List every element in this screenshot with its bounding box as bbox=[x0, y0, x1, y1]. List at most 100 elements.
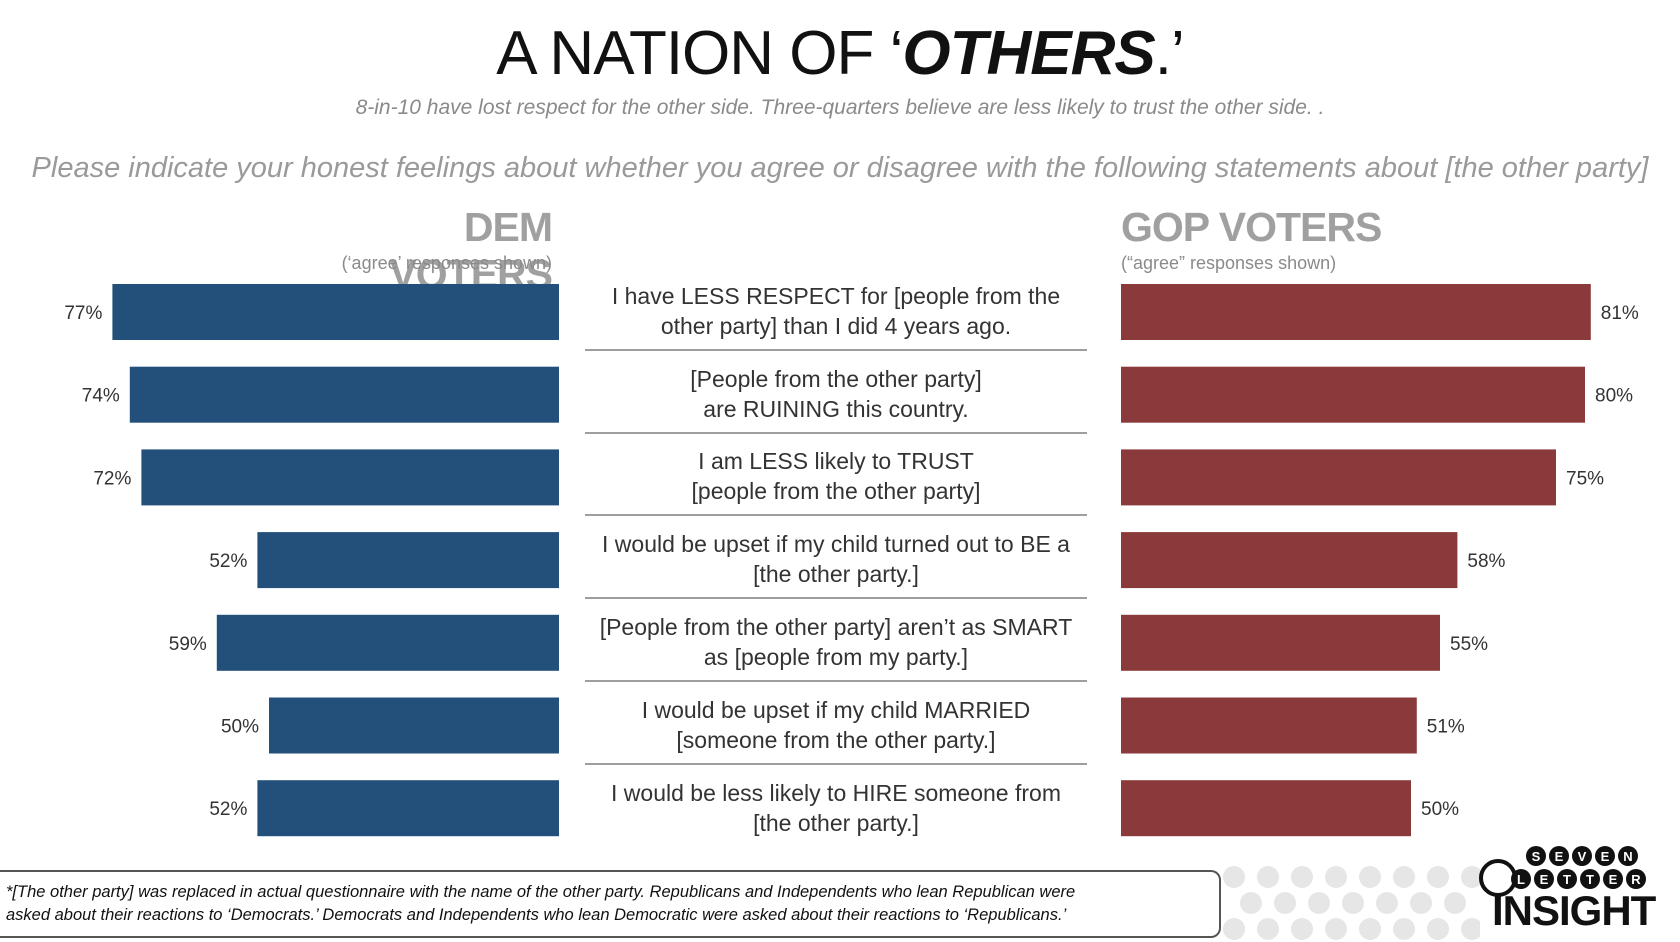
statement-row: I would be upset if my child turned out … bbox=[585, 521, 1087, 600]
decor-dot bbox=[1240, 892, 1262, 914]
gop-bar bbox=[1121, 284, 1591, 340]
logo-letter: E bbox=[1555, 849, 1564, 864]
logo-letter-circle bbox=[1626, 869, 1646, 889]
logo-letter-circle bbox=[1603, 869, 1623, 889]
logo-letter: R bbox=[1631, 872, 1641, 887]
statement-row: I have LESS RESPECT for [people from the… bbox=[585, 273, 1087, 351]
decor-dot bbox=[1223, 918, 1245, 940]
statement-line: other party] than I did 4 years ago. bbox=[660, 313, 1012, 339]
dem-value-label: 74% bbox=[82, 386, 120, 407]
logo-letter-circle bbox=[1534, 869, 1554, 889]
decor-dot bbox=[1291, 866, 1313, 888]
statement-line: [people from the other party] bbox=[691, 478, 981, 505]
statement-line: [People from the other party] aren’t as … bbox=[599, 613, 1073, 640]
statement-line: [the other party.] bbox=[753, 561, 919, 588]
decor-dot bbox=[1427, 918, 1449, 940]
gop-value-label: 81% bbox=[1601, 303, 1639, 324]
gop-bar bbox=[1121, 532, 1458, 589]
survey-question: Please indicate your honest feelings abo… bbox=[31, 152, 1649, 184]
page-title: A NATION OF ‘OTHERS.’ bbox=[0, 18, 1680, 89]
decor-dot bbox=[1393, 866, 1415, 888]
statement-line: I would be less likely to HIRE someone f… bbox=[611, 780, 1061, 807]
logo-letter-circle bbox=[1572, 846, 1592, 866]
bar-chart: 77% 81% 74% 80% 72% 75% 52% 58% 59% 55% 50% 51% 52% 5… bbox=[64, 284, 1639, 837]
gop-bar bbox=[1121, 614, 1440, 671]
statement-row: I would be less likely to HIRE someone f… bbox=[585, 769, 1087, 847]
statement-row: I am LESS likely to TRUST [people from th… bbox=[585, 438, 1087, 517]
dem-value-label: 77% bbox=[64, 303, 102, 324]
statement-row: [People from the other party] aren’t as … bbox=[585, 604, 1087, 682]
logo-letter: E bbox=[1540, 872, 1549, 887]
decor-dot bbox=[1223, 866, 1245, 888]
statement-line: as [people from my party.] bbox=[703, 643, 969, 670]
dem-value-label: 50% bbox=[221, 717, 259, 738]
dem-bar bbox=[129, 366, 560, 423]
dem-value-label: 72% bbox=[93, 468, 131, 489]
dem-bar bbox=[257, 532, 559, 589]
gop-bar bbox=[1121, 366, 1585, 423]
statement-line: I have LESS RESPECT for [people from the bbox=[611, 283, 1061, 309]
subtitle: 8-in-10 have lost respect for the other … bbox=[355, 96, 1325, 119]
dem-value-label: 52% bbox=[209, 551, 247, 572]
gop-value-label: 51% bbox=[1427, 717, 1465, 738]
statement-line: [the other party.] bbox=[753, 810, 919, 837]
logo-letter-circle bbox=[1549, 846, 1569, 866]
dem-bar bbox=[141, 449, 559, 506]
dem-bar bbox=[216, 614, 560, 671]
decor-dot bbox=[1325, 918, 1347, 940]
decor-dot bbox=[1257, 918, 1279, 940]
logo-letter-circle bbox=[1511, 869, 1531, 889]
gop-value-label: 75% bbox=[1566, 468, 1604, 489]
gop-panel-note: (“agree” responses shown) bbox=[1121, 253, 1337, 273]
decor-dot bbox=[1410, 892, 1432, 914]
decorative-dot-pattern bbox=[1223, 866, 1480, 940]
logo-letter: T bbox=[1563, 872, 1571, 887]
logo-letter-circle bbox=[1618, 846, 1638, 866]
logo-wordmark: INSIGHT bbox=[1492, 887, 1656, 934]
gop-bar bbox=[1121, 449, 1556, 506]
decor-dot bbox=[1257, 866, 1279, 888]
statement-row: I would be upset if my child MARRIED [som… bbox=[585, 687, 1087, 765]
statement-line: [People from the other party] bbox=[690, 365, 982, 392]
logo-letter: E bbox=[1609, 872, 1618, 887]
decor-dot bbox=[1461, 866, 1480, 888]
statement-line: I would be upset if my child MARRIED bbox=[641, 696, 1031, 723]
gop-bar bbox=[1121, 697, 1417, 754]
statement-line: are RUINING this country. bbox=[703, 395, 969, 422]
gop-value-label: 80% bbox=[1595, 386, 1633, 407]
dem-value-label: 59% bbox=[169, 634, 207, 655]
gop-value-label: 55% bbox=[1450, 634, 1488, 655]
dem-bar bbox=[257, 780, 559, 837]
gop-bar bbox=[1121, 780, 1411, 837]
logo-letter-circle bbox=[1595, 846, 1615, 866]
footnote-line-1: *[The other party] was replaced in actua… bbox=[6, 883, 1076, 901]
decor-dot bbox=[1427, 866, 1449, 888]
logo-letter: S bbox=[1532, 849, 1541, 864]
title-emphasis: OTHERS bbox=[902, 19, 1155, 88]
gop-value-label: 58% bbox=[1467, 551, 1505, 572]
logo-letter: E bbox=[1601, 849, 1610, 864]
title-main: A NATION OF ‘ bbox=[496, 19, 903, 88]
seven-letter-insight-logo: S E V E NL E T T E R bbox=[1479, 846, 1646, 897]
logo-letter-circle bbox=[1580, 869, 1600, 889]
decor-dot bbox=[1325, 866, 1347, 888]
statement-line: I would be upset if my child turned out … bbox=[602, 531, 1070, 558]
decor-dot bbox=[1376, 892, 1398, 914]
decor-dot bbox=[1342, 892, 1364, 914]
logo-letter: L bbox=[1517, 872, 1525, 887]
footnote: *[The other party] was replaced in actua… bbox=[0, 870, 1221, 938]
decor-dot bbox=[1393, 918, 1415, 940]
dem-panel-note: (‘agree’ responses shown) bbox=[341, 253, 552, 273]
dem-bar bbox=[112, 284, 560, 340]
decor-dot bbox=[1444, 892, 1466, 914]
decor-dot bbox=[1359, 918, 1381, 940]
title-end: .’ bbox=[1154, 19, 1185, 88]
statement-line: [someone from the other party.] bbox=[676, 726, 996, 753]
decor-dot bbox=[1291, 918, 1313, 940]
logo-letter: T bbox=[1586, 872, 1594, 887]
logo-letter: V bbox=[1578, 849, 1587, 864]
logo-letter: N bbox=[1623, 849, 1632, 864]
logo-letter-circle bbox=[1557, 869, 1577, 889]
decor-dot bbox=[1461, 918, 1480, 940]
logo-letter-circle bbox=[1526, 846, 1546, 866]
